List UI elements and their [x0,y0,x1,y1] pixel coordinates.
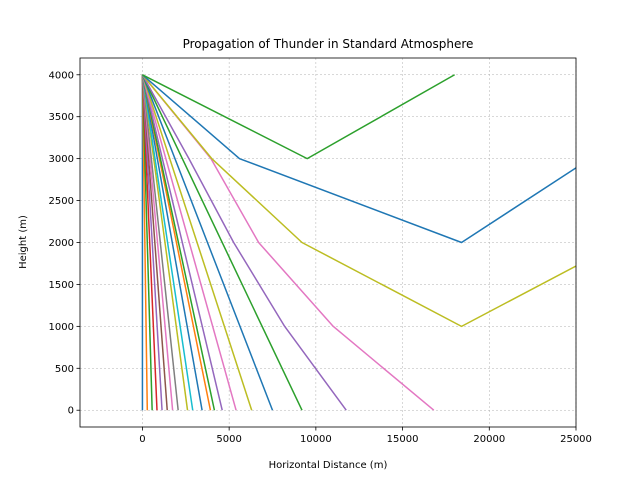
ray-line-15 [141,74,237,411]
y-tick-label: 2000 [49,238,74,249]
y-tick-label: 2500 [49,196,74,207]
ray-line-21 [141,74,576,328]
x-tick-label: 15000 [387,434,419,445]
ray-line-5 [141,74,163,411]
ray-line-3 [141,74,153,411]
x-tick-label: 10000 [300,434,332,445]
y-tick-label: 0 [68,406,74,417]
ray-line-14 [141,74,223,411]
ray-line-8 [141,74,179,411]
ray-line-9 [141,74,189,411]
x-tick-label: 20000 [473,434,505,445]
y-tick-label: 1500 [49,280,74,291]
ray-line-7 [141,74,174,411]
y-tick-label: 500 [55,364,74,375]
y-tick-label: 3000 [49,154,74,165]
ray-line-19 [141,74,347,411]
ray-line-6 [141,74,168,411]
x-axis-label: Horizontal Distance (m) [269,460,388,471]
ray-line-16 [141,74,253,411]
y-axis: 0 500 1000 1500 2000 2500 3000 3500 4000 [49,70,80,417]
x-tick-label: 0 [139,434,145,445]
ray-line-22 [141,74,576,244]
y-axis-label: Height (m) [18,215,29,269]
chart-title: Propagation of Thunder in Standard Atmos… [183,37,474,51]
grid [80,58,577,427]
y-tick-label: 4000 [49,70,74,81]
ray-line-17 [141,74,274,411]
ray-line-10 [141,74,194,411]
ray-line-2 [141,74,149,411]
series-layer [141,74,576,411]
x-axis: 0 5000 10000 15000 20000 25000 [139,427,592,445]
y-tick-label: 3500 [49,112,74,123]
ray-line-11 [141,74,203,411]
x-tick-label: 5000 [216,434,241,445]
x-tick-label: 25000 [560,434,592,445]
ray-line-18 [141,74,303,411]
ray-line-23 [142,74,455,160]
y-tick-label: 1000 [49,322,74,333]
ray-line-13 [141,74,216,411]
ray-line-4 [141,74,158,411]
